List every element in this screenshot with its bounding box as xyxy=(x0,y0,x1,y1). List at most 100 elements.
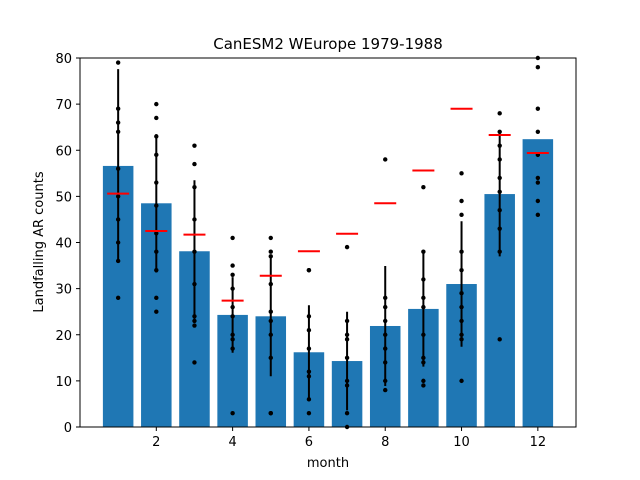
point-month-2-1 xyxy=(154,115,159,121)
point-month-7-7 xyxy=(344,410,350,416)
point-month-9-1 xyxy=(421,249,426,254)
point-month-5-2 xyxy=(268,254,273,259)
point-month-1-6 xyxy=(115,217,121,222)
point-month-8-6 xyxy=(383,360,388,365)
point-month-3-8 xyxy=(192,323,197,328)
point-month-2-6 xyxy=(154,231,159,236)
point-month-7-0 xyxy=(344,244,350,250)
y-tick-label-70: 70 xyxy=(55,98,72,113)
point-month-8-5 xyxy=(383,346,388,351)
point-month-3-9 xyxy=(192,360,197,365)
point-month-6-2 xyxy=(306,314,312,319)
point-month-10-7 xyxy=(459,318,464,324)
point-month-3-4 xyxy=(192,249,197,254)
point-month-4-5 xyxy=(230,314,235,319)
point-month-10-9 xyxy=(459,337,464,342)
point-month-6-7 xyxy=(306,397,312,402)
point-month-6-6 xyxy=(306,374,312,379)
point-month-3-2 xyxy=(192,184,197,190)
point-month-1-1 xyxy=(115,106,121,111)
point-month-5-6 xyxy=(268,332,273,337)
point-month-6-1 xyxy=(306,267,312,273)
bars-group xyxy=(102,139,554,427)
x-axis-ticks: 2 4 6 8 10 12 xyxy=(152,427,546,450)
point-month-12-7 xyxy=(535,198,541,204)
point-month-8-2 xyxy=(383,304,388,310)
point-month-1-3 xyxy=(115,129,121,134)
point-month-5-1 xyxy=(268,249,273,254)
point-month-11-4 xyxy=(497,175,502,181)
y-tick-label-50: 50 xyxy=(55,190,72,205)
x-tick-label-2: 2 xyxy=(152,435,160,450)
point-month-12-8 xyxy=(535,212,541,218)
point-month-12-6 xyxy=(535,180,541,185)
errorbars-group xyxy=(117,69,501,411)
point-month-6-5 xyxy=(306,369,312,374)
point-month-5-4 xyxy=(268,309,273,314)
y-axis-ticks: 0 10 20 30 40 50 60 70 80 xyxy=(55,52,80,436)
point-month-9-5 xyxy=(421,332,426,337)
point-month-5-7 xyxy=(268,355,273,361)
x-tick-label-10: 10 xyxy=(453,435,470,450)
y-tick-label-30: 30 xyxy=(55,283,72,298)
point-month-11-1 xyxy=(497,129,502,134)
point-month-12-3 xyxy=(535,129,541,134)
point-month-1-0 xyxy=(115,60,121,65)
y-tick-label-60: 60 xyxy=(55,144,72,159)
x-tick-label-12: 12 xyxy=(530,435,547,450)
x-axis-label: month xyxy=(307,456,349,471)
point-month-5-9 xyxy=(268,410,273,416)
point-month-11-7 xyxy=(497,226,502,231)
point-month-1-9 xyxy=(115,295,121,301)
point-month-2-2 xyxy=(154,134,159,139)
point-month-7-6 xyxy=(344,383,350,388)
point-month-11-5 xyxy=(497,189,502,194)
point-month-3-1 xyxy=(192,161,197,167)
reference-markers-group xyxy=(107,107,549,302)
point-month-4-8 xyxy=(230,346,235,351)
point-month-10-1 xyxy=(459,198,464,204)
point-month-6-3 xyxy=(306,327,312,333)
x-tick-label-4: 4 xyxy=(228,435,236,450)
point-month-12-1 xyxy=(535,65,541,70)
point-month-10-0 xyxy=(459,171,464,176)
point-month-3-7 xyxy=(192,318,197,324)
point-month-9-9 xyxy=(421,383,426,388)
point-month-4-2 xyxy=(230,272,235,277)
point-month-9-0 xyxy=(421,184,426,190)
point-month-10-2 xyxy=(459,212,464,218)
y-axis-label: Landfalling AR counts xyxy=(32,171,47,312)
y-tick-label-0: 0 xyxy=(64,421,72,436)
point-month-4-9 xyxy=(230,410,235,416)
y-tick-label-10: 10 xyxy=(55,375,72,390)
point-month-10-5 xyxy=(459,291,464,296)
point-month-5-5 xyxy=(268,318,273,324)
point-month-11-8 xyxy=(497,249,502,254)
y-tick-label-80: 80 xyxy=(55,52,72,67)
point-month-11-0 xyxy=(497,111,502,116)
point-month-4-1 xyxy=(230,263,235,268)
chart-title: CanESM2 WEurope 1979-1988 xyxy=(213,35,443,53)
point-month-1-8 xyxy=(115,258,121,264)
x-tick-label-6: 6 xyxy=(305,435,313,450)
point-month-11-9 xyxy=(497,337,502,342)
point-month-2-4 xyxy=(154,180,159,185)
point-month-9-2 xyxy=(421,277,426,282)
point-month-6-4 xyxy=(306,346,312,351)
point-month-12-2 xyxy=(535,106,541,111)
point-month-7-4 xyxy=(344,355,350,361)
point-month-7-3 xyxy=(344,337,350,342)
point-month-2-10 xyxy=(154,309,159,314)
point-month-3-6 xyxy=(192,314,197,319)
point-month-8-4 xyxy=(383,332,388,337)
point-month-11-6 xyxy=(497,208,502,213)
point-month-5-3 xyxy=(268,281,273,287)
point-month-2-8 xyxy=(154,267,159,273)
point-month-3-0 xyxy=(192,143,197,148)
point-month-9-7 xyxy=(421,360,426,365)
point-month-11-2 xyxy=(497,143,502,148)
point-month-9-8 xyxy=(421,378,426,384)
points-group xyxy=(115,55,541,430)
point-month-5-0 xyxy=(268,235,273,241)
